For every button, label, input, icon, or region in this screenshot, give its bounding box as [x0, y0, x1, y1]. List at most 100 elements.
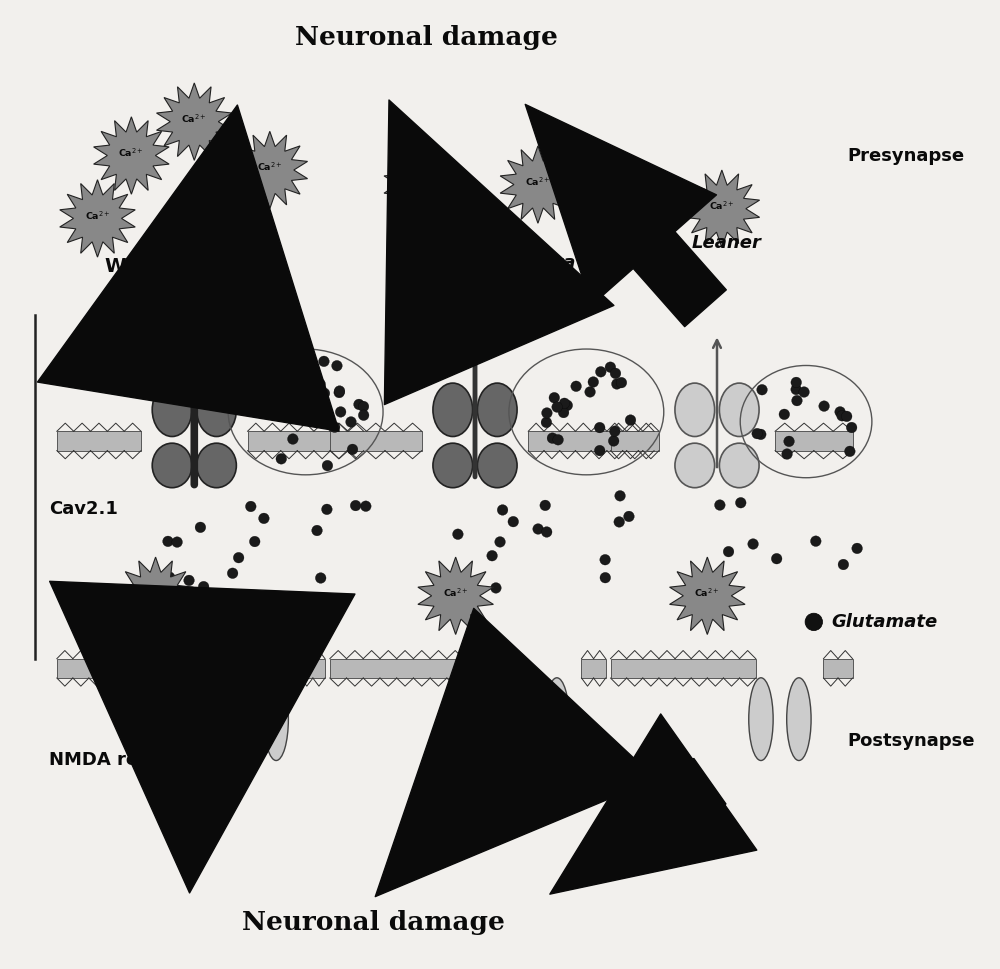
Circle shape: [553, 434, 563, 445]
Circle shape: [263, 384, 273, 394]
Circle shape: [625, 415, 636, 425]
Circle shape: [562, 400, 573, 411]
Circle shape: [748, 539, 758, 549]
Circle shape: [533, 523, 543, 534]
Circle shape: [799, 387, 809, 397]
Polygon shape: [157, 83, 232, 160]
Circle shape: [558, 407, 569, 418]
Text: Ca$^{2+}$: Ca$^{2+}$: [409, 175, 435, 188]
Polygon shape: [232, 132, 308, 208]
Circle shape: [540, 500, 551, 511]
Circle shape: [723, 547, 734, 557]
Circle shape: [624, 511, 634, 521]
Circle shape: [319, 397, 329, 408]
Circle shape: [279, 365, 289, 376]
Circle shape: [605, 361, 616, 372]
Circle shape: [335, 407, 346, 418]
Circle shape: [334, 386, 345, 396]
Polygon shape: [418, 557, 493, 635]
Circle shape: [258, 387, 269, 397]
Circle shape: [350, 500, 361, 511]
Circle shape: [245, 501, 256, 512]
Circle shape: [347, 444, 358, 454]
Circle shape: [198, 581, 209, 592]
Circle shape: [312, 525, 322, 536]
Circle shape: [315, 391, 326, 401]
Circle shape: [841, 411, 852, 422]
Circle shape: [835, 407, 845, 418]
Text: Postsynapse: Postsynapse: [848, 732, 975, 750]
Circle shape: [259, 513, 269, 523]
Ellipse shape: [433, 383, 473, 436]
Bar: [611, 659, 756, 678]
Polygon shape: [670, 557, 745, 635]
Bar: [775, 431, 853, 451]
Circle shape: [585, 387, 595, 397]
Circle shape: [819, 401, 829, 412]
Circle shape: [358, 410, 369, 421]
Circle shape: [600, 573, 611, 583]
Bar: [57, 431, 141, 451]
Circle shape: [315, 573, 326, 583]
Ellipse shape: [264, 677, 288, 761]
Bar: [528, 431, 654, 451]
Circle shape: [251, 384, 262, 394]
Polygon shape: [384, 146, 460, 223]
Ellipse shape: [749, 677, 773, 761]
Circle shape: [752, 428, 763, 439]
Text: Ca$^{2+}$: Ca$^{2+}$: [143, 586, 168, 599]
Circle shape: [771, 553, 782, 564]
Circle shape: [319, 356, 329, 366]
Text: Ca$^{2+}$: Ca$^{2+}$: [443, 586, 469, 599]
Circle shape: [588, 377, 599, 388]
Circle shape: [358, 401, 369, 412]
Circle shape: [838, 559, 849, 570]
Circle shape: [233, 552, 244, 563]
Circle shape: [227, 568, 238, 578]
Ellipse shape: [226, 677, 250, 761]
Polygon shape: [500, 146, 576, 223]
Circle shape: [784, 436, 794, 447]
Text: NMDA receptor: NMDA receptor: [49, 751, 204, 769]
Ellipse shape: [675, 443, 715, 487]
Circle shape: [594, 422, 605, 433]
Circle shape: [497, 505, 508, 516]
Circle shape: [289, 359, 299, 369]
Circle shape: [495, 537, 505, 547]
Text: Ca$^{2+}$: Ca$^{2+}$: [525, 175, 551, 188]
Circle shape: [805, 613, 823, 631]
Circle shape: [329, 422, 340, 432]
Circle shape: [852, 543, 862, 553]
Text: Cav2.1: Cav2.1: [49, 500, 118, 517]
Circle shape: [288, 434, 298, 445]
Circle shape: [315, 379, 325, 390]
Circle shape: [322, 460, 333, 471]
Bar: [248, 431, 364, 451]
Circle shape: [757, 385, 767, 395]
Ellipse shape: [477, 383, 517, 436]
Polygon shape: [205, 213, 280, 291]
Circle shape: [715, 500, 725, 511]
Circle shape: [322, 504, 332, 515]
Circle shape: [542, 408, 552, 419]
Text: Wild: Wild: [104, 258, 153, 276]
Bar: [581, 659, 606, 678]
Circle shape: [360, 501, 371, 512]
Circle shape: [508, 516, 519, 527]
Ellipse shape: [433, 443, 473, 487]
Circle shape: [615, 490, 625, 501]
Text: Rolling: Rolling: [394, 254, 463, 271]
Bar: [301, 659, 325, 678]
Bar: [611, 431, 659, 451]
Ellipse shape: [197, 443, 236, 487]
Text: Presynapse: Presynapse: [848, 146, 965, 165]
Text: Glutamate: Glutamate: [831, 613, 937, 631]
Circle shape: [163, 536, 173, 547]
Ellipse shape: [719, 383, 759, 436]
Ellipse shape: [152, 443, 192, 487]
Circle shape: [837, 411, 847, 422]
Circle shape: [614, 516, 625, 527]
Circle shape: [332, 360, 342, 371]
Circle shape: [354, 399, 364, 410]
Circle shape: [195, 522, 206, 533]
